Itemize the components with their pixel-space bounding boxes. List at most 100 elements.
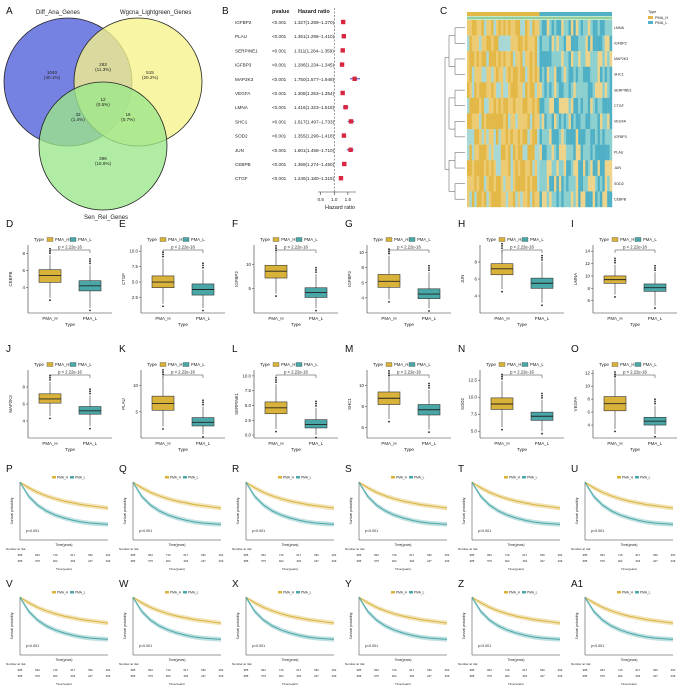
boxplot-outlier	[501, 377, 503, 380]
boxplot-panel: E Type PMA_H PMA_L 2.5 5.0 7.5 10.0 CTGF p < 2.22…	[119, 219, 225, 327]
heatmap-cell	[578, 35, 581, 52]
heatmap-cell	[527, 97, 531, 114]
heatmap-cell	[469, 175, 473, 192]
heatmap-cell	[539, 51, 543, 67]
heatmap-cell	[476, 113, 480, 130]
heatmap-cell	[532, 113, 535, 130]
km-risk-l: 575	[600, 674, 605, 678]
venn-region-pct: (1.4%)	[71, 117, 85, 122]
km-xlabel: Time(years)	[621, 658, 638, 662]
heatmap-cell	[575, 175, 579, 192]
heatmap-cell	[522, 35, 526, 52]
heatmap-cell	[590, 20, 593, 36]
forest-pvalue: <0.001	[272, 48, 287, 53]
heatmap-cell	[549, 191, 552, 208]
heatmap-cell	[486, 82, 489, 99]
boxplot-xlabel: Type	[291, 447, 301, 452]
heatmap-cell	[525, 97, 528, 114]
km-ci-band	[133, 597, 221, 626]
km-curve	[358, 596, 448, 640]
km-curve	[19, 596, 109, 640]
heatmap-cell	[527, 82, 531, 99]
boxplot-ytick-label: 0.0	[245, 433, 252, 438]
boxplot-outlier	[614, 257, 616, 260]
heatmap-dendro-branch	[448, 97, 455, 130]
heatmap-cell	[595, 20, 598, 36]
forest-gene: SHC1	[235, 119, 248, 124]
heatmap-cell	[607, 129, 610, 145]
km-panel: V PMA_H PMA_L Survival probability Time(year…	[6, 579, 111, 685]
heatmap-annot-2	[467, 16, 612, 20]
heatmap-cell	[510, 129, 514, 145]
km-risk-l: 303	[635, 674, 640, 678]
km-ylabel: Survival probability	[575, 497, 579, 524]
heatmap-cell	[483, 51, 487, 67]
km-curve	[132, 596, 222, 640]
heatmap-cell	[539, 113, 543, 130]
heatmap-cell	[481, 66, 485, 83]
heatmap-cell	[539, 160, 543, 177]
heatmap-cell	[498, 20, 502, 36]
heatmap-cell	[539, 129, 543, 145]
km-risk-l: 985	[131, 674, 136, 678]
km-legend-swatch-h	[504, 476, 508, 479]
km-risk-title: Number at risk	[232, 662, 252, 666]
km-risk-l: 247	[427, 559, 432, 563]
heatmap-dendro-branch	[454, 121, 465, 138]
heatmap-cell	[554, 20, 557, 36]
boxplot-ytick-label: 14	[585, 249, 590, 254]
heatmap-cell	[532, 129, 535, 145]
heatmap-cell	[525, 66, 528, 83]
boxplot-legend-title: Type	[260, 237, 270, 242]
km-risk-l: 985	[18, 559, 23, 563]
heatmap-cell	[554, 97, 557, 114]
km-xlabel: Time(years)	[169, 543, 186, 547]
heatmap-cell	[525, 20, 528, 36]
heatmap-cell	[520, 160, 523, 177]
heatmap-cell	[578, 191, 581, 208]
boxplot-ytick-label: 2.5	[132, 295, 139, 300]
heatmap-cell	[566, 175, 569, 192]
heatmap-cell	[592, 82, 596, 99]
km-legend-swatch-l	[296, 591, 300, 594]
heatmap-cell	[570, 160, 574, 177]
heatmap-legend-l: PMA_L	[655, 21, 667, 25]
km-legend-swatch-h	[278, 591, 282, 594]
km-ylabel: Survival probability	[349, 612, 353, 639]
heatmap-cell	[554, 144, 557, 161]
boxplot-ytick-label: 12	[585, 371, 590, 376]
heatmap-cell	[595, 160, 598, 177]
boxplot-xtick-l: PMA_L	[535, 316, 550, 321]
forest-hr-text: 1.327(1.289–1.370)	[294, 20, 335, 25]
boxplot-outlier	[49, 250, 51, 252]
km-risk-h: 462	[219, 668, 224, 672]
heatmap-cell	[580, 175, 584, 192]
heatmap-cell	[534, 144, 538, 161]
heatmap-cell	[551, 129, 555, 145]
boxplot-outlier	[428, 382, 430, 385]
heatmap-cell	[595, 66, 598, 83]
km-legend-swatch-h	[165, 476, 169, 479]
venn-region-pct: (20.2%)	[142, 75, 159, 80]
km-pvalue: p<0.001	[478, 644, 491, 648]
km-xlabel: Time(years)	[621, 543, 638, 547]
km-risk-l: 247	[540, 559, 545, 563]
heatmap-cell	[556, 160, 560, 177]
km-risk-l: 209	[445, 559, 450, 563]
km-risk-h: 617	[522, 668, 527, 672]
heatmap-cell	[573, 113, 576, 130]
heatmap-cell	[604, 97, 608, 114]
heatmap-cell	[551, 82, 555, 99]
heatmap-cell	[541, 82, 545, 99]
boxplot-ylabel: CEBPB	[8, 271, 13, 286]
km-risk-h: 842	[148, 668, 153, 672]
heatmap-cell	[563, 113, 567, 130]
heatmap-cell	[529, 113, 533, 130]
heatmap-cell	[500, 175, 504, 192]
km-risk-h: 842	[487, 553, 492, 557]
km-risk-h: 716	[279, 668, 284, 672]
boxplot-xtick-l: PMA_L	[196, 441, 211, 446]
km-panel: A1 PMA_H PMA_L Survival probability Time(yea…	[571, 579, 676, 685]
heatmap-cell	[467, 97, 470, 114]
heatmap-cell	[532, 66, 535, 83]
